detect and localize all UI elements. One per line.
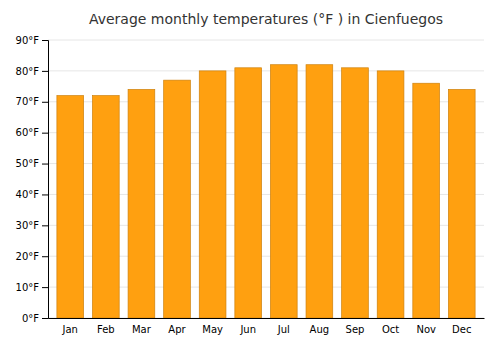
y-tick-label: 20°F (16, 251, 40, 262)
y-tick: 10°F (16, 282, 48, 293)
grid (48, 40, 484, 318)
x-tick: Jun (239, 324, 256, 335)
y-tick-label: 50°F (16, 158, 40, 169)
y-axis-line (42, 41, 49, 319)
x-tick-label: Jul (277, 324, 290, 335)
bar (235, 68, 262, 318)
y-tick: 50°F (16, 158, 48, 169)
x-tick: Nov (416, 324, 436, 335)
y-tick: 90°F (16, 35, 48, 46)
x-tick-label: Dec (452, 324, 471, 335)
y-tick-mark (42, 287, 48, 288)
bar (270, 65, 297, 318)
x-tick-label: Mar (132, 324, 152, 335)
x-tick: Apr (168, 324, 186, 335)
grid-line (48, 40, 484, 41)
x-tick: May (202, 324, 223, 335)
bars (57, 65, 475, 318)
bar (57, 96, 84, 318)
y-tick-label: 40°F (16, 189, 40, 200)
y-tick: 80°F (16, 66, 48, 77)
bar (448, 89, 475, 318)
x-tick: Jul (277, 324, 290, 335)
bar (128, 89, 155, 318)
x-tick-label: Sep (346, 324, 365, 335)
x-tick: Oct (382, 324, 399, 335)
bar (164, 80, 191, 318)
y-tick: 60°F (16, 127, 48, 138)
y-tick-mark (42, 256, 48, 257)
y-tick: 70°F (16, 96, 48, 107)
x-axis-line (49, 318, 485, 319)
y-tick-label: 30°F (16, 220, 40, 231)
y-tick-label: 70°F (16, 96, 40, 107)
x-tick-label: May (202, 324, 223, 335)
x-tick: Dec (452, 324, 471, 335)
y-tick-label: 60°F (16, 127, 40, 138)
chart: 0°F 10°F 20°F 30°F 40°F 50°F 60°F 70°F 80°F 90°F J… (0, 0, 500, 350)
y-tick: 20°F (16, 251, 48, 262)
y-tick-label: 0°F (22, 313, 39, 324)
y-tick: 0°F (22, 313, 48, 324)
x-tick: Aug (310, 324, 330, 335)
x-tick: Mar (132, 324, 152, 335)
x-tick: Jan (62, 324, 78, 335)
y-tick-mark (42, 40, 48, 41)
y-tick-mark (42, 164, 48, 165)
x-tick: Feb (97, 324, 115, 335)
y-tick-mark (42, 133, 48, 134)
x-tick-label: Jan (62, 324, 78, 335)
y-tick-mark (42, 225, 48, 226)
title: Average monthly temperatures (°F ) in Ci… (89, 11, 443, 27)
x-tick-label: Nov (416, 324, 436, 335)
y-tick: 30°F (16, 220, 48, 231)
x-axis: Jan Feb Mar Apr May Jun Jul Aug Sep Oct Nov Dec (49, 319, 485, 336)
x-tick: Sep (346, 324, 365, 335)
grid-line (48, 70, 484, 71)
x-tick-label: Aug (310, 324, 330, 335)
y-tick-label: 80°F (16, 66, 40, 77)
x-tick-label: Apr (168, 324, 186, 335)
y-axis: 0°F 10°F 20°F 30°F 40°F 50°F 60°F 70°F 80°F 90°F (16, 35, 49, 324)
x-tick-label: Feb (97, 324, 115, 335)
y-tick-mark (42, 318, 48, 319)
x-tick-label: Oct (382, 324, 399, 335)
x-tick-label: Jun (239, 324, 256, 335)
y-tick-mark (42, 194, 48, 195)
bar (306, 65, 333, 318)
y-tick-mark (42, 71, 48, 72)
bar (199, 71, 226, 318)
bar (92, 96, 119, 318)
y-tick-label: 90°F (16, 35, 40, 46)
bar (342, 68, 369, 318)
y-tick: 40°F (16, 189, 48, 200)
plot-area: 0°F 10°F 20°F 30°F 40°F 50°F 60°F 70°F 80°F 90°F J… (16, 35, 485, 335)
y-tick-label: 10°F (16, 282, 40, 293)
bar (377, 71, 404, 318)
bar (413, 83, 440, 318)
y-tick-mark (42, 102, 48, 103)
